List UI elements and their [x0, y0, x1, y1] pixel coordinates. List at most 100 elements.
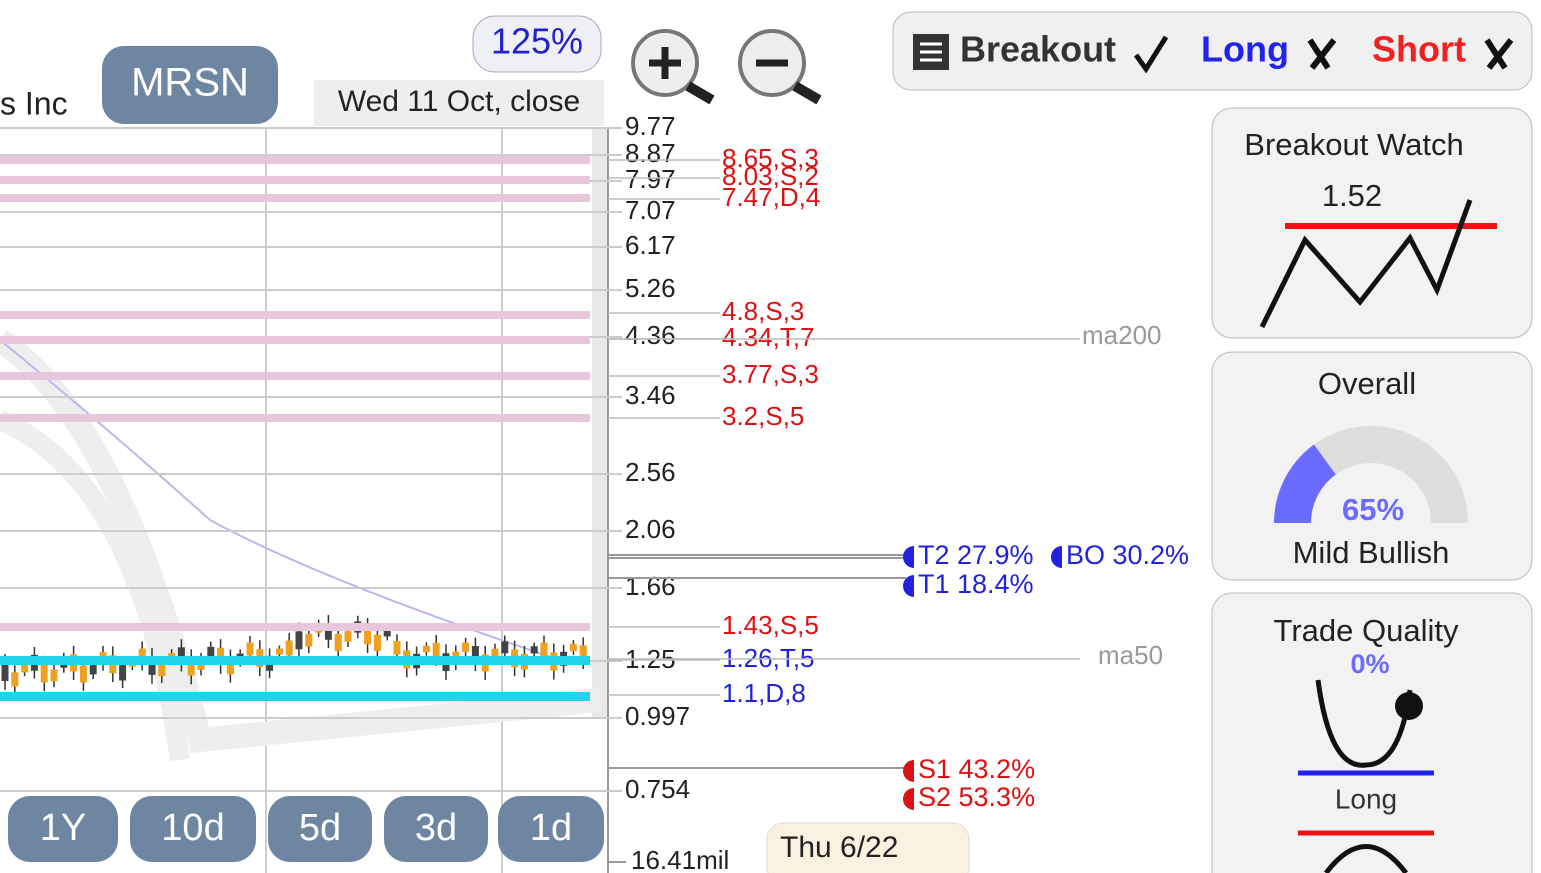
candle-body — [471, 645, 479, 663]
candle-body — [383, 628, 391, 637]
period-label[interactable]: 5d — [299, 807, 341, 849]
ticker-button[interactable] — [102, 46, 278, 124]
zoom-in[interactable] — [631, 29, 715, 105]
price-label: 5.26 — [625, 273, 676, 303]
candle-body — [285, 640, 293, 656]
price-label: 4.36 — [625, 320, 676, 350]
target-marker — [903, 546, 914, 568]
x-icon — [1307, 38, 1337, 70]
candle-body — [295, 631, 303, 650]
level-band — [0, 372, 590, 380]
zoom-level: 125% — [491, 21, 583, 62]
candle-body — [89, 665, 97, 675]
level-label: 7.47,D,4 — [722, 182, 820, 212]
target-marker — [903, 760, 914, 782]
gauge-fill — [1274, 444, 1336, 523]
price-label: 8.87 — [625, 138, 676, 168]
candle-body — [50, 669, 58, 682]
zoom-level[interactable] — [472, 15, 602, 73]
period-button[interactable] — [130, 796, 256, 862]
card-title: Overall — [1318, 366, 1416, 401]
tooltip-box — [766, 822, 970, 873]
candle-body — [187, 658, 195, 676]
check-icon — [1133, 35, 1169, 74]
level-band — [0, 156, 590, 164]
card-title: Trade Quality — [1274, 613, 1459, 648]
tooltip: Thu 6/22 — [780, 831, 898, 864]
level-label: 1.43,S,5 — [722, 610, 819, 640]
quality-glyph — [1315, 679, 1413, 768]
price-label: 9.77 — [625, 111, 676, 141]
ma-label: ma50 — [1098, 640, 1163, 670]
candle-body — [79, 665, 87, 683]
candle-body — [207, 646, 215, 658]
zoom-out[interactable] — [738, 29, 822, 105]
price-label: 6.17 — [625, 230, 676, 260]
candle-body — [334, 633, 342, 652]
x-icon — [1484, 38, 1514, 70]
candle-body — [364, 626, 372, 645]
candle-body — [373, 634, 381, 651]
period-button[interactable] — [498, 796, 604, 862]
candle-body — [119, 665, 127, 681]
price-label: 7.97 — [625, 164, 676, 194]
candle-body — [21, 665, 29, 673]
card-label: Mild Bullish — [1293, 535, 1450, 570]
price-label: 0.754 — [625, 774, 690, 804]
support-band — [0, 692, 590, 701]
period-label[interactable]: 1Y — [40, 807, 86, 849]
card-value: 1.52 — [1322, 178, 1382, 213]
card-label: Long — [1335, 783, 1397, 814]
pattern-glyph — [1259, 199, 1473, 329]
period-label[interactable]: 10d — [161, 807, 224, 849]
candle-body — [11, 672, 19, 687]
level-band — [0, 336, 590, 344]
target-label: S2 53.3% — [918, 782, 1035, 812]
ticker: MRSN — [131, 61, 249, 105]
level-band — [0, 414, 590, 422]
menu-icon[interactable] — [913, 34, 949, 70]
quality-dot — [1395, 692, 1423, 720]
period-button[interactable] — [268, 796, 372, 862]
card-title: Breakout Watch — [1244, 127, 1463, 162]
candle-body — [158, 662, 166, 677]
period-button[interactable] — [384, 796, 488, 862]
candle-body — [344, 631, 352, 642]
card-value: 0% — [1350, 649, 1389, 679]
target-label: T2 27.9% — [918, 540, 1034, 570]
period-label[interactable]: 1d — [530, 807, 572, 849]
status-short: Short — [1372, 29, 1466, 70]
period-label[interactable]: 3d — [415, 807, 457, 849]
price-label: 2.06 — [625, 514, 676, 544]
candle-body — [324, 623, 332, 640]
gauge-value: 65% — [1342, 492, 1404, 527]
date-box — [314, 80, 604, 126]
status-breakout: Breakout — [960, 29, 1116, 70]
candle-body — [138, 648, 146, 664]
status-bar — [892, 11, 1533, 91]
candle-body — [246, 642, 254, 656]
target-marker — [903, 788, 914, 810]
candle-body — [148, 656, 156, 675]
scroll-strip — [592, 128, 608, 718]
status-long: Long — [1201, 29, 1289, 70]
ma-label: ma200 — [1082, 320, 1162, 350]
candle-body — [569, 643, 577, 652]
candle-body — [393, 641, 401, 655]
quality-glyph — [1324, 844, 1408, 873]
price-label: 2.56 — [625, 457, 676, 487]
candle-body — [422, 645, 430, 653]
card — [1211, 592, 1533, 873]
level-label: 4.34,T,7 — [722, 322, 815, 352]
level-label: 3.77,S,3 — [722, 359, 819, 389]
candle-body — [501, 641, 509, 654]
ma-line — [0, 339, 561, 661]
level-label: 3.2,S,5 — [722, 401, 804, 431]
candle-body — [530, 646, 538, 654]
candle-body — [40, 664, 48, 683]
level-band — [0, 176, 590, 184]
date: Wed 11 Oct, close — [338, 85, 580, 118]
period-button[interactable] — [8, 796, 118, 862]
